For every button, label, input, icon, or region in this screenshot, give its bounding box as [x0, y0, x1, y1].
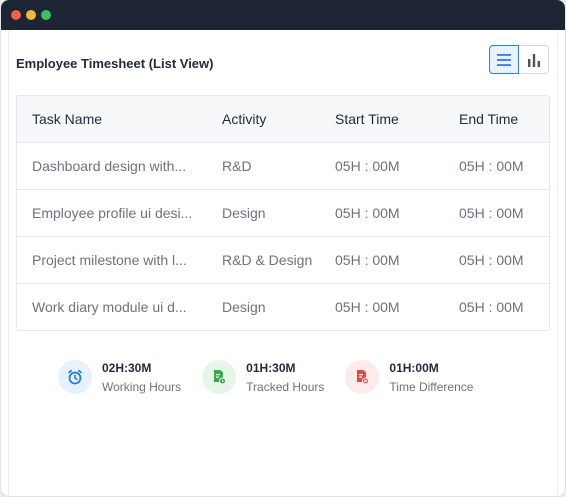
minimize-window-button[interactable] — [26, 10, 36, 20]
end-time-cell: 05H : 00M — [459, 252, 524, 268]
activity-cell: R&D — [222, 158, 252, 174]
list-icon — [497, 53, 511, 66]
end-time-cell: 05H : 00M — [459, 205, 524, 221]
tracked-hours-label: Tracked Hours — [246, 379, 325, 394]
table-row[interactable]: Project milestone with l... R&D & Design… — [17, 236, 549, 283]
difference-doc-icon — [345, 360, 380, 394]
activity-cell: R&D & Design — [222, 252, 313, 268]
view-toggle — [489, 45, 549, 74]
list-view-button[interactable] — [489, 45, 519, 74]
time-summary: 02H:30M Working Hours 01H:30M Tra — [58, 360, 494, 394]
table-row[interactable]: Work diary module ui d... Design 05H : 0… — [17, 283, 549, 330]
table-row[interactable]: Dashboard design with... R&D 05H : 00M 0… — [17, 142, 549, 189]
start-time-cell: 05H : 00M — [335, 205, 400, 221]
column-header-activity: Activity — [222, 111, 267, 127]
task-name-cell: Work diary module ui d... — [32, 299, 187, 315]
maximize-window-button[interactable] — [41, 10, 51, 20]
end-time-cell: 05H : 00M — [459, 299, 524, 315]
time-difference-value: 01H:00M — [389, 360, 439, 375]
activity-cell: Design — [222, 299, 266, 315]
tracked-doc-icon — [202, 360, 237, 394]
column-header-task-name: Task Name — [32, 111, 103, 127]
task-name-cell: Dashboard design with... — [32, 158, 187, 174]
task-name-cell: Project milestone with l... — [32, 252, 187, 268]
activity-cell: Design — [222, 205, 266, 221]
close-window-button[interactable] — [11, 10, 21, 20]
alarm-clock-icon — [58, 360, 92, 394]
start-time-cell: 05H : 00M — [335, 252, 400, 268]
column-header-start-time: Start Time — [335, 111, 399, 127]
task-name-cell: Employee profile ui desi... — [32, 205, 193, 221]
tracked-hours-stat: 01H:30M Tracked Hours — [202, 360, 324, 394]
start-time-cell: 05H : 00M — [335, 158, 400, 174]
timesheet-table: Task Name Activity Start Time End Time D… — [16, 95, 550, 331]
title-bar — [1, 0, 565, 30]
working-hours-value: 02H:30M — [102, 360, 152, 375]
page-title: Employee Timesheet (List View) — [16, 56, 214, 71]
time-difference-label: Time Difference — [389, 379, 474, 394]
table-row[interactable]: Employee profile ui desi... Design 05H :… — [17, 189, 549, 236]
table-header: Task Name Activity Start Time End Time — [17, 96, 549, 142]
working-hours-label: Working Hours — [102, 379, 182, 394]
time-difference-stat: 01H:00M Time Difference — [345, 360, 473, 394]
column-header-end-time: End Time — [459, 111, 519, 127]
bar-chart-icon — [527, 53, 540, 67]
chart-view-button[interactable] — [519, 45, 549, 74]
main-content: Employee Timesheet (List View) Task Na — [8, 30, 558, 496]
start-time-cell: 05H : 00M — [335, 299, 400, 315]
end-time-cell: 05H : 00M — [459, 158, 524, 174]
working-hours-stat: 02H:30M Working Hours — [58, 360, 181, 394]
tracked-hours-value: 01H:30M — [246, 360, 296, 375]
